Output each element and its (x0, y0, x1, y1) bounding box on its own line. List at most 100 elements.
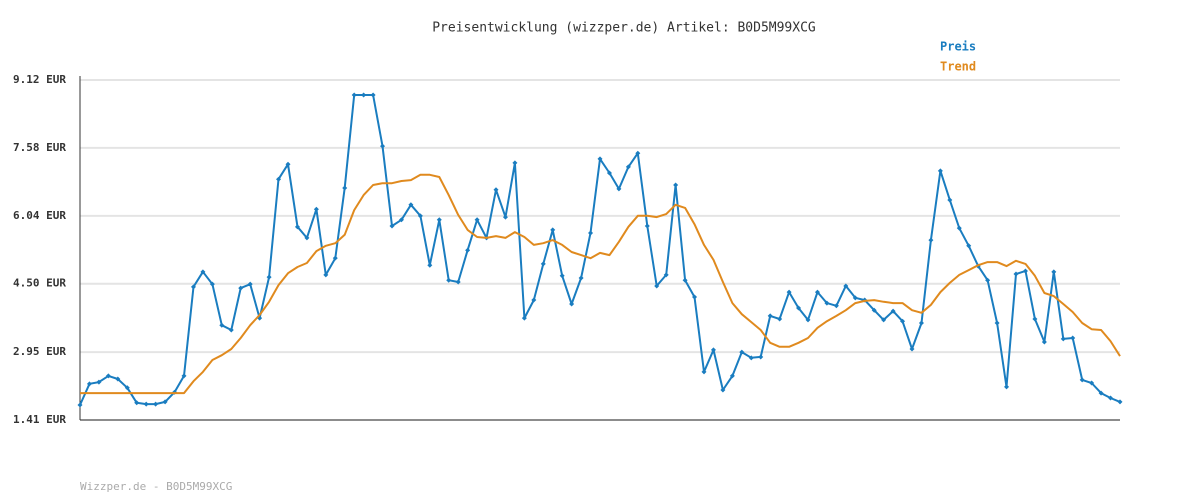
point (1108, 395, 1114, 401)
point (805, 317, 811, 323)
y-tick-label: 6.04 EUR (13, 209, 66, 222)
point (1041, 339, 1047, 345)
point (843, 283, 849, 289)
point (720, 387, 726, 393)
point (531, 297, 537, 303)
point (323, 272, 329, 278)
point (682, 277, 688, 283)
point (124, 385, 130, 391)
point (238, 285, 244, 291)
point (313, 206, 319, 212)
point (370, 92, 376, 98)
point (209, 281, 215, 287)
point (635, 150, 641, 156)
point (493, 187, 499, 193)
point (408, 202, 414, 208)
point (985, 277, 991, 283)
point (937, 168, 943, 174)
y-tick-label: 9.12 EUR (13, 73, 66, 86)
point (162, 399, 168, 405)
point (814, 289, 820, 295)
point (588, 230, 594, 236)
point (1079, 377, 1085, 383)
point (710, 347, 716, 353)
point (247, 281, 253, 287)
point (881, 317, 887, 323)
point (644, 223, 650, 229)
legend-label: Preis (940, 40, 976, 54)
point (947, 197, 953, 203)
point (786, 289, 792, 295)
point (777, 316, 783, 322)
point (994, 320, 1000, 326)
point (569, 301, 575, 307)
point (758, 354, 764, 360)
point (446, 277, 452, 283)
point (616, 186, 622, 192)
point (285, 161, 291, 167)
point (871, 307, 877, 313)
point (304, 235, 310, 241)
point (427, 262, 433, 268)
point (294, 224, 300, 230)
series-line (79, 94, 1121, 406)
point (474, 217, 480, 223)
point (417, 213, 423, 219)
point (852, 295, 858, 301)
point (900, 318, 906, 324)
point (332, 255, 338, 261)
point (190, 284, 196, 290)
point (398, 217, 404, 223)
point (351, 92, 357, 98)
point (96, 379, 102, 385)
chart-title: Preisentwicklung (wizzper.de) Artikel: B… (432, 21, 816, 36)
point (228, 327, 234, 333)
point (654, 283, 660, 289)
point (918, 320, 924, 326)
point (739, 349, 745, 355)
point (540, 261, 546, 267)
point (134, 400, 140, 406)
point (181, 373, 187, 379)
point (465, 247, 471, 253)
point (767, 313, 773, 319)
point (86, 381, 92, 387)
y-tick-label: 7.58 EUR (13, 141, 66, 154)
point (380, 143, 386, 149)
point (625, 164, 631, 170)
point (606, 170, 612, 176)
point (578, 275, 584, 281)
point (1013, 271, 1019, 277)
point (521, 315, 527, 321)
y-tick-label: 2.95 EUR (13, 345, 66, 358)
point (1070, 335, 1076, 341)
point (928, 237, 934, 243)
point (1032, 316, 1038, 322)
y-tick-label: 4.50 EUR (13, 277, 66, 290)
series-line (80, 173, 1121, 395)
point (663, 272, 669, 278)
point (1060, 336, 1066, 342)
point (266, 274, 272, 280)
point (1117, 399, 1123, 405)
point (701, 369, 707, 375)
point (833, 303, 839, 309)
point (1089, 380, 1095, 386)
point (143, 401, 149, 407)
point (748, 355, 754, 361)
point (1051, 269, 1057, 275)
point (597, 156, 603, 162)
y-tick-label: 1.41 EUR (13, 413, 66, 426)
point (956, 225, 962, 231)
point (966, 243, 972, 249)
point (77, 402, 83, 408)
point (389, 223, 395, 229)
point (559, 273, 565, 279)
point (342, 185, 348, 191)
legend-label: Trend (940, 60, 976, 74)
point (550, 227, 556, 233)
point (512, 160, 518, 166)
point (276, 176, 282, 182)
point (361, 92, 367, 98)
